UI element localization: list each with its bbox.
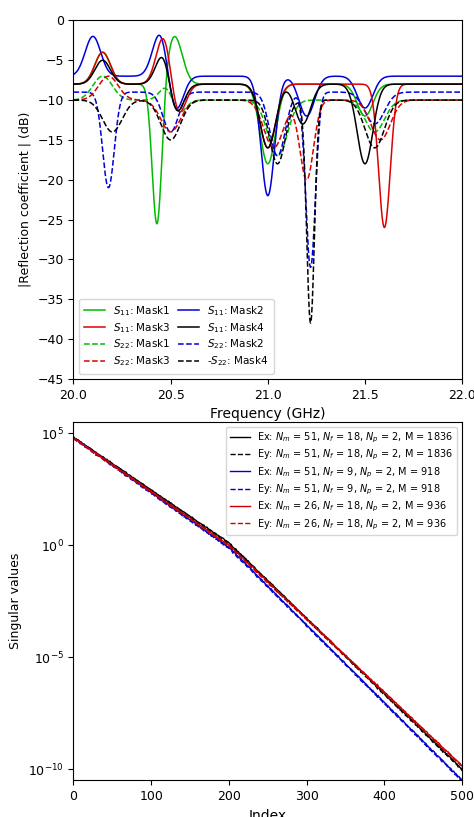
Text: (a): (a) <box>256 444 279 462</box>
Y-axis label: Singular values: Singular values <box>9 553 22 650</box>
Y-axis label: |Reflection coefficient | (dB): |Reflection coefficient | (dB) <box>19 112 32 288</box>
X-axis label: Frequency (GHz): Frequency (GHz) <box>210 407 326 421</box>
Legend: $S_{11}$: Mask1, $S_{11}$: Mask3, $S_{22}$: Mask1, $S_{22}$: Mask3, $S_{11}$: Ma: $S_{11}$: Mask1, $S_{11}$: Mask3, $S_{22… <box>79 299 273 373</box>
Legend: Ex: $N_m$ = 51, $N_f$ = 18, $N_p$ = 2, M = 1836, Ey: $N_m$ = 51, $N_f$ = 18, $N_: Ex: $N_m$ = 51, $N_f$ = 18, $N_p$ = 2, M… <box>226 426 457 535</box>
X-axis label: Index: Index <box>249 809 287 817</box>
